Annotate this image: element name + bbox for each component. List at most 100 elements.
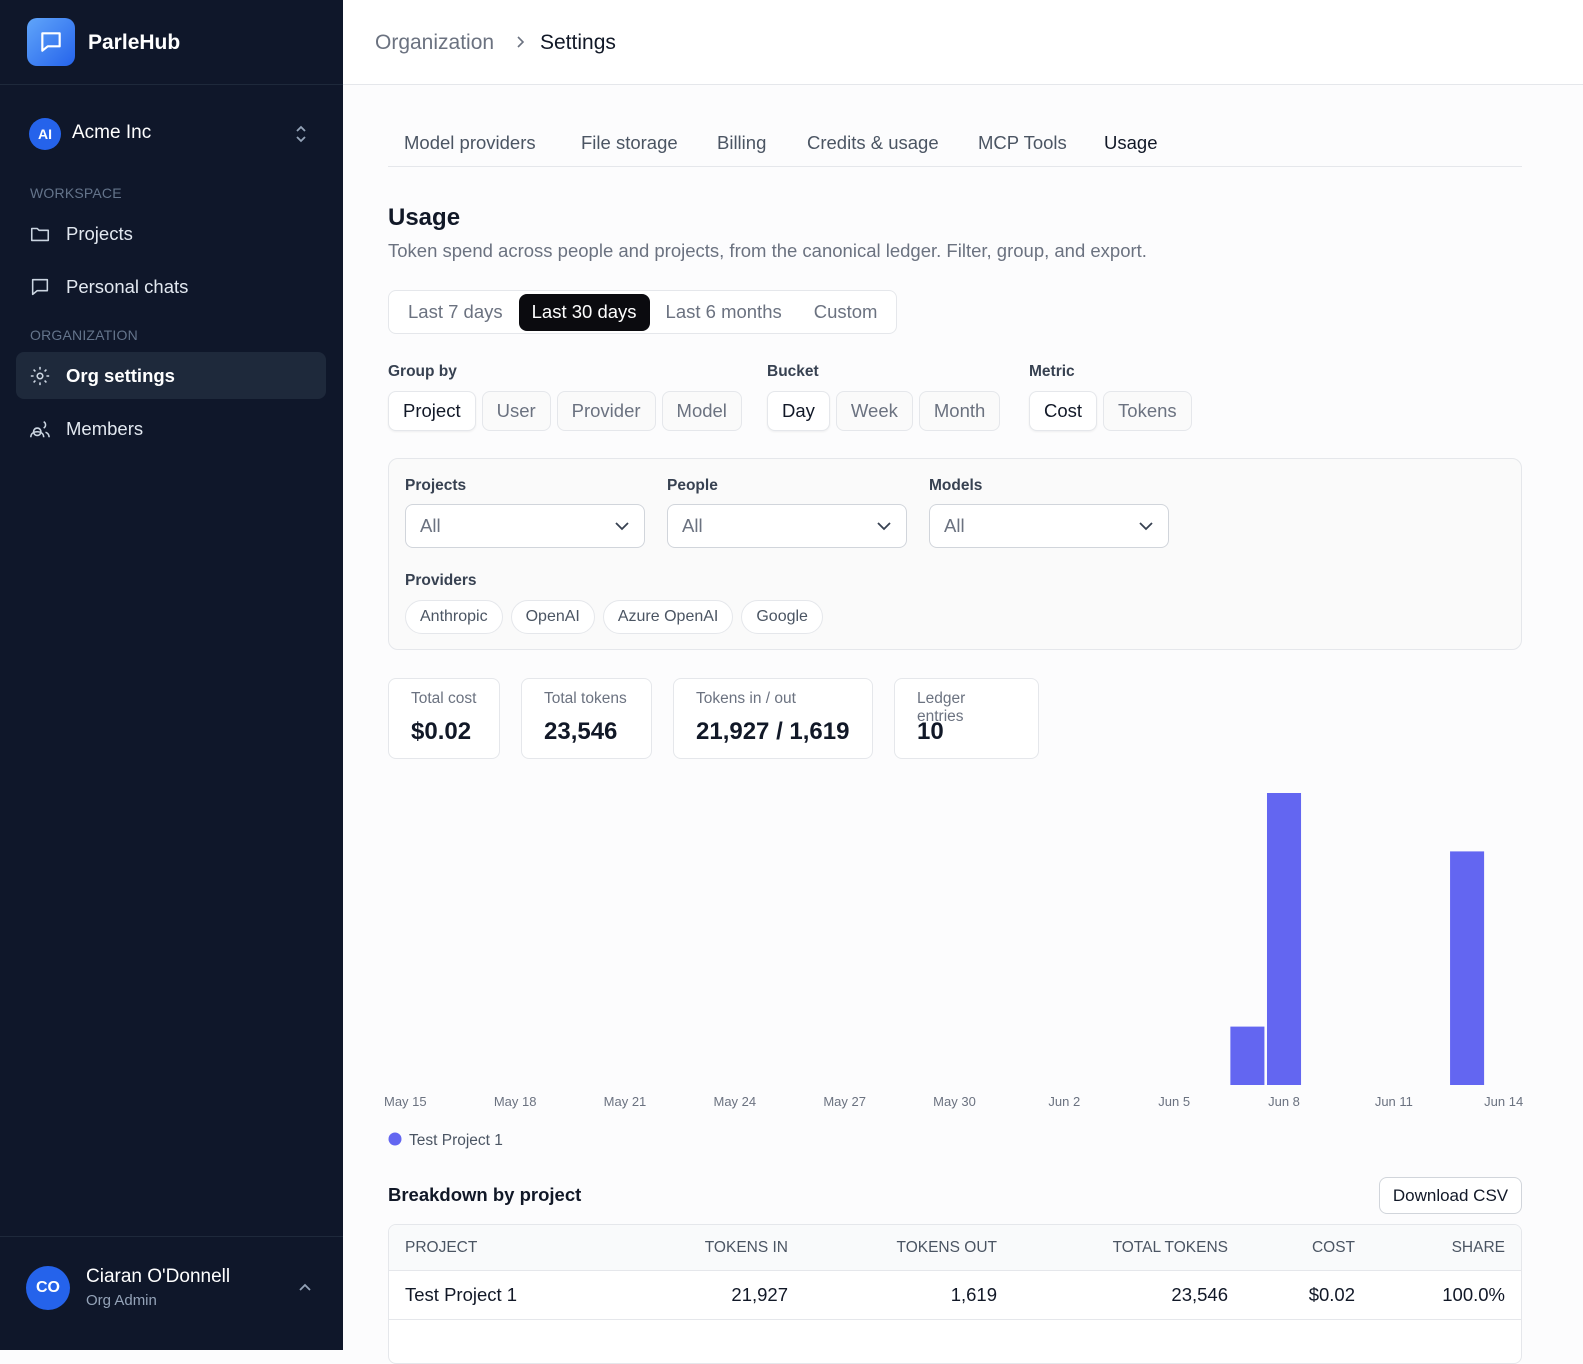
nav-item-label: Projects: [66, 222, 133, 244]
page-title: Usage: [388, 204, 461, 231]
nav-item-label: Personal chats: [66, 275, 189, 297]
icon-path: [30, 420, 50, 437]
org-name[interactable]: Acme Inc: [72, 122, 152, 143]
filter-label: People: [667, 477, 718, 494]
user-name: Ciaran O'Donnell: [86, 1266, 231, 1287]
control-option[interactable]: Week: [835, 391, 913, 431]
stat-label: Total cost: [411, 690, 477, 707]
x-tick-label: Jun 8: [1268, 1094, 1300, 1109]
icon-path: [1139, 522, 1153, 531]
column-header: SHARE: [1451, 1238, 1505, 1256]
nav-icon: [31, 278, 49, 295]
provider-pill[interactable]: OpenAI: [510, 600, 595, 634]
column-header: PROJECT: [405, 1238, 478, 1256]
filter-label: Projects: [405, 477, 467, 494]
nav-section-label: ORGANIZATION: [30, 327, 138, 343]
icon-path: [615, 522, 629, 531]
x-tick-label: May 30: [933, 1094, 976, 1109]
control-options: Day Week Month: [767, 391, 1001, 431]
table-header: PROJECT TOKENS IN TOKENS OUT TOTAL TOKENS CO…: [389, 1225, 1521, 1271]
chevron-down: [877, 522, 891, 531]
filter-select[interactable]: All: [929, 504, 1169, 548]
nav-item[interactable]: Members: [16, 405, 326, 452]
tab[interactable]: Usage: [1104, 132, 1158, 153]
x-tick-label: May 21: [604, 1094, 647, 1109]
nav-item[interactable]: Personal chats: [16, 263, 326, 310]
nav-item[interactable]: Org settings: [16, 352, 326, 399]
bar: [1230, 1026, 1265, 1085]
icon-path: [31, 278, 49, 295]
range-option[interactable]: Last 6 months: [665, 301, 782, 322]
stat-label: Total tokens: [544, 690, 627, 707]
nav-section: ORGANIZATION Org settings Members: [0, 325, 343, 452]
nav-icon: [30, 366, 50, 385]
tab[interactable]: Billing: [717, 132, 767, 153]
column-header: TOKENS IN: [704, 1238, 788, 1256]
x-tick-label: Jun 5: [1158, 1094, 1190, 1109]
provider-pill[interactable]: Anthropic: [405, 600, 503, 634]
x-tick-label: May 15: [384, 1094, 427, 1109]
org-avatar: AI: [29, 118, 61, 150]
table-cell: 21,927: [731, 1284, 788, 1305]
provider-pill[interactable]: Azure OpenAI: [602, 600, 734, 634]
filter-select[interactable]: All: [667, 504, 907, 548]
table-cell: $0.02: [1308, 1284, 1355, 1305]
breadcrumb-item[interactable]: Organization: [375, 31, 495, 54]
tab[interactable]: File storage: [581, 132, 678, 153]
control-option[interactable]: Tokens: [1103, 391, 1192, 431]
stat-card: Total cost $0.02: [388, 678, 500, 759]
breakdown-title: Breakdown by project: [388, 1184, 582, 1205]
nav-icon: [30, 420, 50, 437]
nav-item[interactable]: Projects: [16, 210, 326, 257]
user-menu-icon[interactable]: [297, 1281, 313, 1293]
filter-value: All: [944, 515, 965, 536]
chart: May 15 May 18 May 21 May 24 May 27 May 30 Jun …: [384, 793, 1523, 1149]
control-option[interactable]: User: [481, 391, 551, 431]
nav-item-label: Org settings: [66, 364, 175, 386]
filter-value: All: [682, 515, 703, 536]
control-option[interactable]: Provider: [556, 391, 656, 431]
range-option[interactable]: Last 7 days: [408, 301, 503, 322]
stat-label: Ledger entries: [917, 690, 966, 725]
control-option[interactable]: Cost: [1029, 391, 1098, 431]
chevron-down: [615, 522, 629, 531]
user-avatar: CO: [26, 1266, 70, 1310]
control-option[interactable]: Month: [918, 391, 1001, 431]
breadcrumb-current: Settings: [540, 31, 616, 54]
control-option[interactable]: Day: [767, 391, 830, 431]
tab[interactable]: Credits & usage: [807, 132, 939, 153]
x-tick-label: Jun 2: [1048, 1094, 1080, 1109]
page-subtitle: Token spend across people and projects, …: [388, 240, 1147, 261]
user-role: Org Admin: [86, 1292, 157, 1309]
provider-pill[interactable]: Google: [741, 600, 823, 634]
nav-item-label: Members: [66, 417, 144, 439]
control-option[interactable]: Project: [388, 391, 476, 431]
org-switch-icon[interactable]: [292, 124, 310, 144]
control-option[interactable]: Model: [661, 391, 742, 431]
stat-value: 23,546: [544, 718, 618, 745]
stat-value: 10: [917, 718, 944, 745]
nav-section: WORKSPACE Projects Personal chats: [0, 183, 343, 310]
tab[interactable]: MCP Tools: [978, 132, 1067, 153]
header: Organization Settings: [343, 0, 1583, 85]
tab[interactable]: Model providers: [404, 132, 536, 153]
icon-path: [30, 366, 50, 385]
table-cell: Test Project 1: [405, 1284, 518, 1305]
x-tick-label: Jun 14: [1484, 1094, 1523, 1109]
provider-options: Anthropic OpenAI Azure OpenAI Google: [405, 600, 823, 634]
brand: ParleHub: [88, 31, 181, 54]
nav: WORKSPACE Projects Personal chats ORGANIZAT…: [0, 183, 343, 467]
table-row: Test Project 1 21,927 1,619 23,546 $0.02 100.…: [389, 1271, 1521, 1320]
filter-select[interactable]: All: [405, 504, 645, 548]
column-header: COST: [1311, 1238, 1355, 1256]
control-label: Group by: [388, 363, 457, 380]
download-button[interactable]: Download CSV: [1379, 1177, 1522, 1214]
range-option[interactable]: Last 30 days: [518, 293, 650, 331]
range-option[interactable]: Custom: [813, 301, 878, 322]
stat-value: 21,927 / 1,619: [696, 718, 850, 745]
x-tick-label: May 18: [494, 1094, 537, 1109]
stat-card: Tokens in / out 21,927 / 1,619: [673, 678, 873, 759]
table-cell: 1,619: [950, 1284, 997, 1305]
